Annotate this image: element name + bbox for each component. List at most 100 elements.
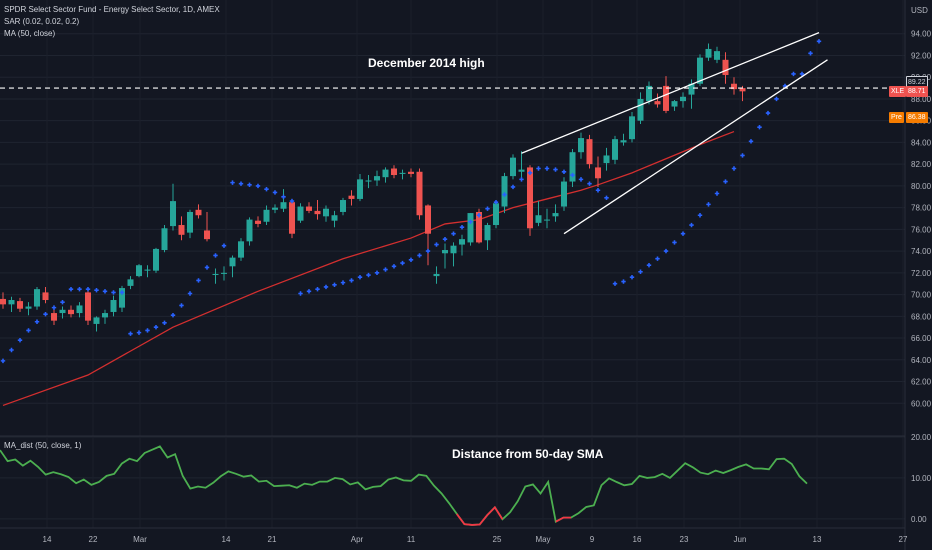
y-tick-label: 88.00 <box>911 95 932 104</box>
sar-point <box>255 183 261 189</box>
sar-point <box>502 192 507 197</box>
candle-body <box>603 155 610 164</box>
sar-point <box>391 264 397 269</box>
candle-body <box>323 208 329 217</box>
sar-point <box>757 125 762 130</box>
sar-point <box>315 286 320 292</box>
sar-point <box>179 303 184 308</box>
candle-body <box>476 211 482 243</box>
sar-point <box>570 172 575 178</box>
candle-body <box>646 85 652 102</box>
oscillator-axis[interactable]: 0.00 10.00 20.00 <box>911 433 932 524</box>
candle-body <box>153 248 159 271</box>
candle-body <box>671 101 678 107</box>
sar-point <box>221 243 227 248</box>
oscillator-negative-segment <box>456 505 504 526</box>
sar-point <box>162 320 167 326</box>
candle-body <box>17 301 23 309</box>
sar-point <box>731 166 737 171</box>
sar-point <box>714 191 720 196</box>
candle-body <box>408 171 414 174</box>
y-tick-label: 82.00 <box>911 160 932 169</box>
sar-point <box>604 195 609 201</box>
y-tick-label: 66.00 <box>911 334 932 343</box>
candle-body <box>289 202 295 234</box>
y-tick-label: 60.00 <box>911 399 932 408</box>
sar-point <box>553 167 558 172</box>
sar-point <box>697 213 703 218</box>
candle-body <box>331 215 338 221</box>
sar-point <box>612 281 618 286</box>
candle-body <box>459 239 465 245</box>
oscillator-legend[interactable]: MA_dist (50, close, 1) <box>4 441 82 450</box>
sar-point <box>128 331 133 336</box>
x-tick-label: 9 <box>590 535 595 544</box>
sar-point <box>9 347 14 353</box>
sar-point <box>111 290 116 295</box>
sar-point <box>408 257 414 262</box>
candle-body <box>501 176 508 207</box>
candle-body <box>663 85 669 111</box>
sar-point <box>442 236 448 242</box>
sar-point <box>765 110 771 116</box>
sar-point <box>238 181 244 186</box>
candle-body <box>654 101 661 105</box>
wedge-trendline[interactable] <box>521 32 820 154</box>
candle-body <box>170 201 176 227</box>
candle-body <box>25 306 32 309</box>
candle-body <box>42 292 49 301</box>
price-annotation: December 2014 high <box>368 56 485 70</box>
candle-body <box>399 172 406 174</box>
sar-point <box>740 153 745 158</box>
oscillator-title: Distance from 50-day SMA <box>452 447 604 461</box>
y-tick-label: 78.00 <box>911 204 932 213</box>
candle-body <box>484 225 491 241</box>
candle-body <box>510 157 516 177</box>
candle-body <box>578 138 584 153</box>
last-price-tag: 88.71 <box>906 86 928 97</box>
candle-body <box>425 205 431 234</box>
y-tick-label: 72.00 <box>911 269 932 278</box>
sar-point <box>459 224 465 230</box>
ma-legend[interactable]: MA (50, close) <box>4 29 56 38</box>
candle-body <box>493 203 499 226</box>
sar-point <box>672 240 677 245</box>
candle-body <box>221 272 227 274</box>
x-tick-label: 11 <box>407 535 416 544</box>
wedge-trendline[interactable] <box>563 59 828 235</box>
sar-point <box>476 213 482 218</box>
candle-body <box>8 300 15 305</box>
candle-body <box>178 225 185 235</box>
sar-point <box>595 188 601 193</box>
sar-point <box>51 305 57 310</box>
sar-point <box>306 289 312 294</box>
sar-point <box>774 96 779 102</box>
candle-body <box>629 116 635 140</box>
x-tick-label: Jun <box>734 535 747 544</box>
candle-body <box>442 250 448 254</box>
time-axis[interactable]: 14 22 Mar 14 21 Apr 11 25 May 9 16 23 Jun 13 27 <box>43 535 908 544</box>
candle-body <box>365 180 372 182</box>
candle-body <box>680 96 686 102</box>
x-tick-label: 14 <box>222 535 231 544</box>
sar-point <box>264 186 269 192</box>
symbol-legend[interactable]: SPDR Select Sector Fund - Energy Select … <box>4 5 220 14</box>
candle-body <box>722 59 729 76</box>
sar-legend[interactable]: SAR (0.02, 0.02, 0.2) <box>4 17 80 26</box>
candle-body <box>637 98 644 121</box>
sar-point <box>119 290 125 295</box>
sar-point <box>519 177 524 182</box>
x-tick-label: 16 <box>633 535 642 544</box>
candle-body <box>391 168 397 176</box>
sar-point <box>748 139 754 144</box>
sar-point <box>196 278 201 283</box>
candle-body <box>297 206 304 221</box>
candle-body <box>229 257 236 267</box>
x-tick-label: 23 <box>680 535 689 544</box>
sar-point <box>434 242 439 247</box>
candle-body <box>314 210 321 215</box>
sar-point <box>247 182 252 188</box>
sar-point <box>102 289 108 294</box>
x-tick-label: May <box>535 535 550 544</box>
